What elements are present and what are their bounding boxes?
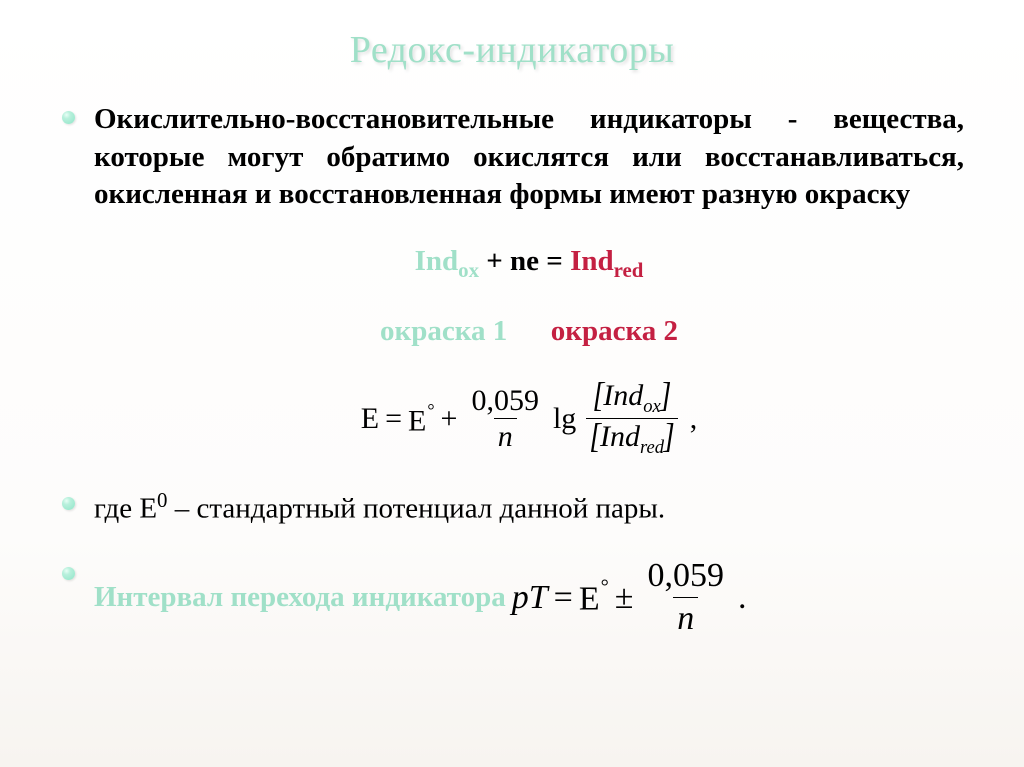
nernst-equation-line: E = E° + 0,059 n lg [Indox] (60, 380, 964, 458)
nernst-equation: E = E° + 0,059 n lg [Indox] (94, 380, 964, 458)
bullet-interval: Интервал перехода индикатора pT = E° ± 0… (60, 557, 964, 638)
eq2-dot: . (738, 579, 747, 617)
bullet-e0-explain: где Е0 – стандартный потенциал данной па… (60, 487, 964, 528)
slide: Редокс-индикаторы Окислительно-восстанов… (0, 0, 1024, 767)
reaction-equation: Indox + ne = Indred (94, 243, 964, 284)
definition-text: Окислительно-восстановительные индикатор… (94, 101, 964, 214)
reaction-line: Indox + ne = Indred (60, 243, 964, 284)
eq2-equals: = (554, 579, 573, 617)
ind-red: Indred (570, 245, 643, 277)
eq-plus: + (441, 403, 458, 435)
interval-equation: pT = E° ± 0,059 n . (512, 557, 747, 638)
body-list: Окислительно-восстановительные индикатор… (60, 101, 964, 638)
eq-coef-fraction: 0,059 n (467, 385, 543, 453)
eq2-pm: ± (615, 579, 634, 617)
eq2-fraction: 0,059 n (643, 557, 728, 638)
color-labels-line: окраска 1 окраска 2 (60, 313, 964, 351)
reaction-middle: + ne = (486, 245, 570, 277)
ind-ox: Indox (415, 245, 487, 277)
bullet-definition: Окислительно-восстановительные индикатор… (60, 101, 964, 214)
color-labels: окраска 1 окраска 2 (94, 313, 964, 351)
slide-title: Редокс-индикаторы (60, 28, 964, 72)
eq-E: E (361, 403, 379, 435)
eq-trailing-comma: , (690, 403, 698, 435)
eq-equals: = (385, 403, 402, 435)
color-label-2: окраска 2 (551, 315, 678, 347)
eq-ratio-fraction: [Indox] [Indred] (586, 380, 677, 458)
eq-E0: E° (408, 401, 435, 437)
interval-label: Интервал перехода индикатора (94, 579, 506, 617)
eq2-pT: pT (512, 579, 548, 617)
eq-lg: lg (553, 403, 576, 435)
eq2-E0: E° (579, 576, 609, 618)
color-label-1: окраска 1 (380, 315, 507, 347)
e0-explain-text: где Е0 – стандартный потенциал данной па… (94, 487, 964, 528)
